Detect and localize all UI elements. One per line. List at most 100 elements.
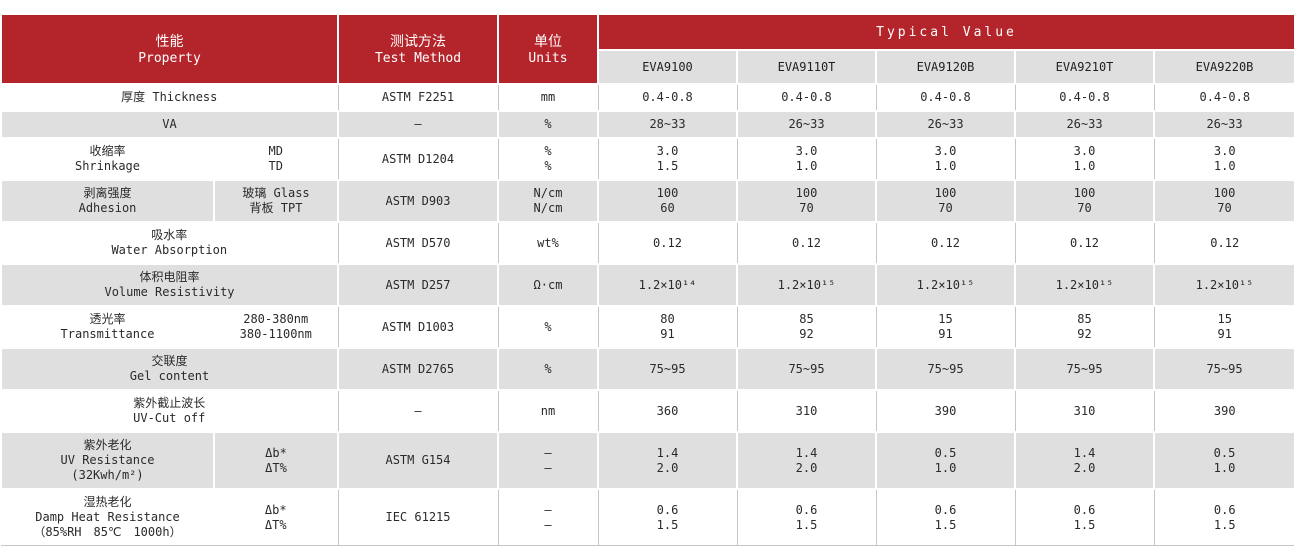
test-method-cell: ASTM D2765 [337,347,499,391]
header-row-1: 性能 Property 测试方法 Test Method 单位 Units Ty… [0,13,1294,85]
table-row: 交联度 Gel content ASTM D2765% 75~95 75~95 75~95… [0,347,1294,391]
value-cell: 75~95 [597,347,738,391]
table-row: 吸水率 Water Absorption ASTM D570 wt% 0.12 0.12 0… [1,221,1294,265]
units-cell: % [497,347,599,391]
property-name-cell: 透光率 Transmittance [1,305,214,349]
value-cell: 1.2×10¹⁵ [1014,263,1155,307]
value-cell: 15 91 [875,305,1016,349]
value-cell: 0.4-0.8 [736,83,877,112]
units-cell: wt% [497,221,599,265]
property-header: 性能 Property [0,13,339,85]
table-row: 紫外老化 UV Resistance (32Kwh/m²) Δb* ΔT% ASTM G1… [0,431,1294,490]
value-cell: 3.0 1.5 [597,137,738,181]
value-cell: 100 70 [1014,179,1155,223]
value-cell: 1.2×10¹⁵ [875,263,1016,307]
value-cell: 0.6 1.5 [875,488,1016,546]
property-cell: VA [0,110,339,139]
value-cell: 75~95 [1152,347,1294,391]
value-cell: 310 [736,389,877,433]
property-sublabel-cell: 玻璃 Glass 背板 TPT [213,179,339,223]
value-cell: 26~33 [875,110,1016,139]
units-cell: nm [497,389,599,433]
property-name-cell: 紫外老化 UV Resistance (32Kwh/m²) [0,431,215,490]
units-cell: %% [497,137,599,181]
property-name-cell: 剥离强度 Adhesion [0,179,215,223]
test-method-cell: – [337,110,499,139]
property-cell: 吸水率 Water Absorption [1,221,339,265]
units-cell: – – [497,488,599,546]
value-cell: 1.2×10¹⁴ [597,263,738,307]
property-cell: 体积电阻率 Volume Resistivity [0,263,339,307]
table-row: 厚度 Thickness ASTM F2251 mm 0.4-0.8 0.4-0.8 0.… [1,83,1294,112]
value-cell: 0.4-0.8 [1014,83,1155,112]
value-cell: 100 60 [597,179,738,223]
value-cell: 75~95 [736,347,877,391]
value-cell: 1.2×10¹⁵ [736,263,877,307]
property-sublabel-cell: Δb* ΔT% [213,431,339,490]
value-cell: 3.0 1.0 [1153,137,1294,181]
property-name-cell: 收缩率 Shrinkage [1,137,214,181]
property-sublabel-cell: MD TD [214,137,339,181]
table-row: 收缩率 Shrinkage MD TD ASTM D1204%% 3.0 1.5 3.0 1.0… [1,137,1294,181]
value-cell: 0.4-0.8 [875,83,1016,112]
units-cell: – – [497,431,599,490]
property-name-cell: 湿热老化 Damp Heat Resistance （85%RH 85℃ 1000h… [1,488,214,546]
units-header-en: Units [528,50,568,66]
value-cell: 75~95 [875,347,1016,391]
typical-value-header: Typical Value [596,13,1294,51]
value-cell: 26~33 [1152,110,1294,139]
table-row: 紫外截止波长 UV-Cut off – nm 360 310 390 310 390 [1,389,1294,433]
test-method-cell: ASTM D1204 [337,137,499,181]
property-cell: 紫外截止波长 UV-Cut off [1,389,339,433]
value-cell: 1.4 2.0 [1014,431,1155,490]
value-cell: 26~33 [736,110,877,139]
table-body: 厚度 Thickness ASTM F2251 mm 0.4-0.8 0.4-0.8 0.… [0,83,1294,546]
units-header-zh: 单位 [534,33,562,50]
value-cell: 28~33 [597,110,738,139]
value-cell: 0.5 1.0 [1152,431,1294,490]
value-cell: 0.12 [875,221,1016,265]
value-cell: 310 [1014,389,1155,433]
value-cell: 3.0 1.0 [1014,137,1155,181]
value-cell: 0.6 1.5 [597,488,738,546]
value-cell: 0.12 [597,221,738,265]
test-method-cell: ASTM D257 [337,263,499,307]
model-header-eva9110t: EVA9110T [736,49,877,85]
value-cell: 390 [1153,389,1294,433]
property-sublabel-cell: 280-380nm 380-1100nm [214,305,339,349]
value-cell: 85 92 [736,305,877,349]
units-cell: mm [497,83,599,112]
units-cell: Ω·cm [497,263,599,307]
value-cell: 15 91 [1153,305,1294,349]
property-cell: 厚度 Thickness [1,83,339,112]
value-cell: 0.12 [1153,221,1294,265]
value-cell: 1.2×10¹⁵ [1152,263,1294,307]
model-header-eva9220b: EVA9220B [1152,49,1294,85]
model-header-eva9100: EVA9100 [597,49,738,85]
value-cell: 0.6 1.5 [1153,488,1294,546]
test-method-header: 测试方法 Test Method [337,13,499,85]
test-method-cell: ASTM D903 [337,179,499,223]
table-row: 湿热老化 Damp Heat Resistance （85%RH 85℃ 1000h… [1,488,1294,546]
value-cell: 3.0 1.0 [875,137,1016,181]
value-cell: 360 [597,389,738,433]
units-cell: N/cm N/cm [497,179,599,223]
test-method-header-en: Test Method [374,50,462,66]
table-row: 体积电阻率 Volume Resistivity ASTM D257 Ω·cm 1.2×… [0,263,1294,307]
value-cell: 3.0 1.0 [736,137,877,181]
value-cell: 0.6 1.5 [736,488,877,546]
test-method-cell: ASTM F2251 [337,83,499,112]
value-cell: 75~95 [1014,347,1155,391]
value-cell: 100 70 [736,179,877,223]
value-cell: 80 91 [597,305,738,349]
value-cell: 1.4 2.0 [736,431,877,490]
test-method-header-zh: 测试方法 [390,33,446,50]
units-cell: % [497,110,599,139]
units-cell: % [497,305,599,349]
value-cell: 390 [875,389,1016,433]
test-method-cell: IEC 61215 [337,488,499,546]
property-sublabel-cell: Δb* ΔT% [214,488,339,546]
value-cell: 0.12 [736,221,877,265]
test-method-cell: ASTM D1003 [337,305,499,349]
